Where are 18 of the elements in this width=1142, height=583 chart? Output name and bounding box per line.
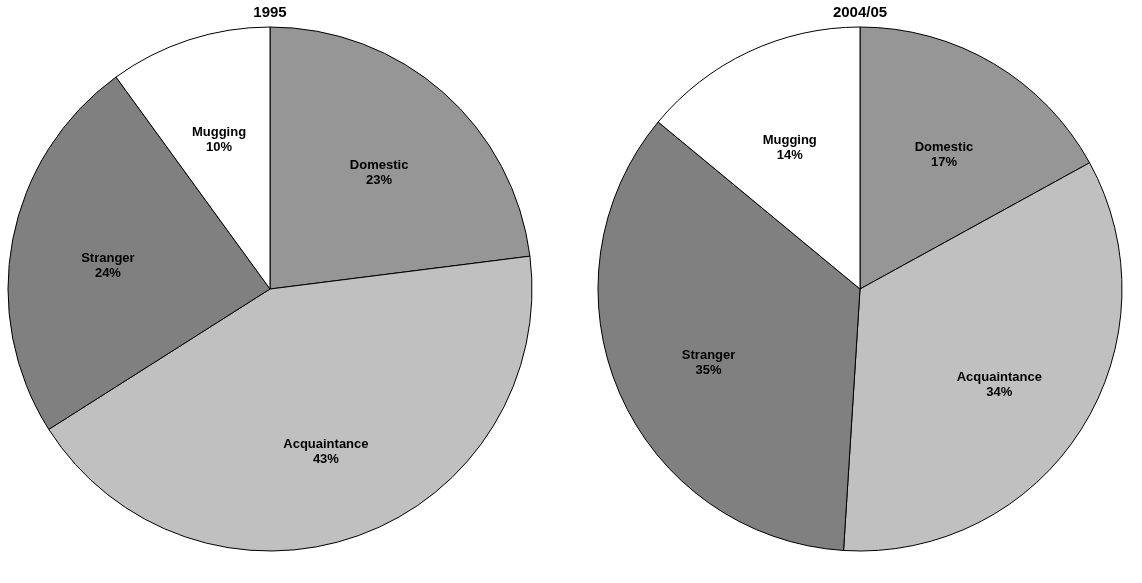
slice-label: Stranger	[81, 250, 135, 266]
slice-label: Acquaintance	[283, 436, 369, 452]
data-label: 17%	[930, 153, 958, 169]
slice-label: Domestic	[349, 157, 409, 173]
data-label: 43%	[312, 451, 340, 467]
data-label: 14%	[776, 146, 804, 162]
chart-title: 1995	[253, 3, 287, 20]
slice-label: Acquaintance	[956, 369, 1042, 385]
data-label: 23%	[366, 172, 393, 188]
data-label: 34%	[986, 384, 1013, 400]
slice-label: Mugging	[191, 124, 247, 140]
data-label: 10%	[206, 139, 233, 155]
chart-title: 2004/05	[832, 3, 888, 20]
data-label: 24%	[94, 265, 122, 281]
data-label: 35%	[695, 361, 723, 377]
slice-label: Stranger	[681, 346, 736, 362]
slice-label: Domestic	[914, 138, 974, 154]
slice-label: Mugging	[762, 131, 817, 147]
